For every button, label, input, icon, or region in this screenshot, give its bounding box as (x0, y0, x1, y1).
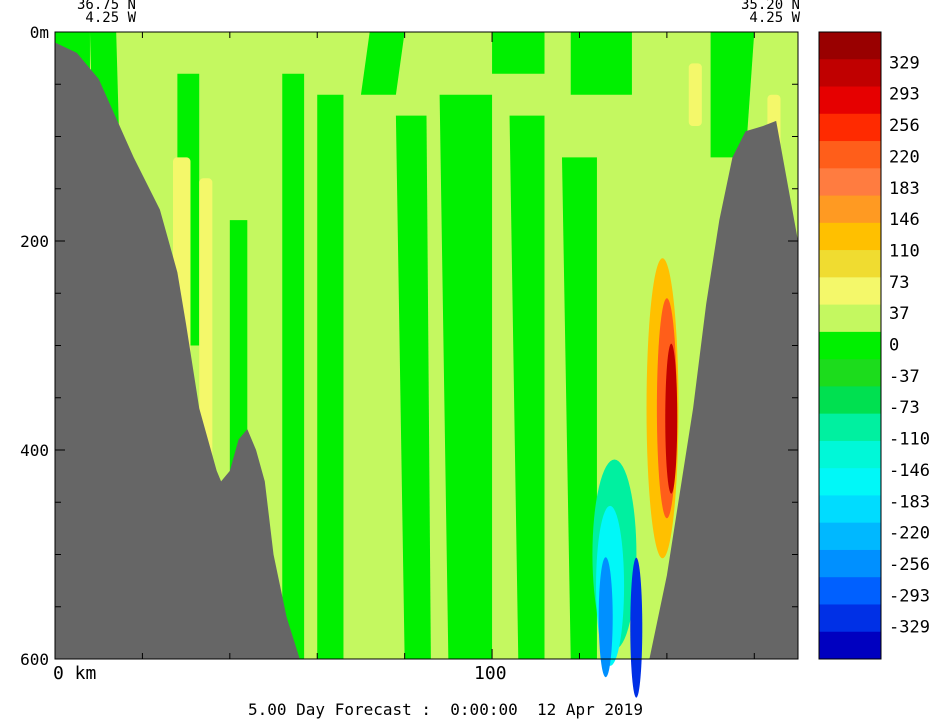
colorbar-label: -110 (889, 430, 930, 450)
colorbar-swatch-13 (819, 386, 881, 415)
plot-area (55, 32, 798, 698)
colorbar-label: 110 (889, 241, 920, 261)
colorbar-label: -183 (889, 492, 930, 512)
colorbar-label: 329 (889, 53, 920, 73)
left-lat-label: 36.75 N (76, 0, 136, 13)
colorbar-label: -37 (889, 367, 920, 387)
colorbar-label: 293 (889, 85, 920, 105)
colorbar-frame (818, 31, 882, 660)
colorbar-label: -220 (889, 524, 930, 544)
green-band-7 (561, 157, 597, 659)
y-tick-label: 0m (30, 23, 49, 42)
colorbar-swatch-5 (819, 168, 881, 197)
x-tick-label: 0 km (53, 663, 96, 684)
colorbar-swatch-4 (819, 141, 881, 169)
y-tick-label: 200 (20, 232, 49, 251)
colorbar-swatch-9 (819, 277, 881, 306)
left-land-mask (55, 42, 300, 659)
colorbar-label: 256 (889, 116, 920, 136)
colorbar-swatch-21 (819, 604, 881, 633)
colorbar-swatch-17 (819, 495, 881, 524)
colorbar-label: 37 (889, 304, 909, 324)
green-band-10 (570, 32, 632, 95)
y-tick-label: 400 (20, 441, 49, 460)
left-lon-label: 4.25 W (85, 10, 136, 26)
colorbar-swatch-15 (819, 440, 881, 469)
colorbar-swatch-8 (819, 250, 881, 278)
colorbar-label: -73 (889, 398, 920, 418)
colorbar-swatch-0 (819, 32, 881, 60)
colorbar-label: -329 (889, 618, 930, 638)
colorbar-swatch-16 (819, 468, 881, 496)
colorbar-label: 146 (889, 210, 920, 230)
colorbar-swatch-2 (819, 86, 881, 115)
colorbar-label: -146 (889, 461, 930, 481)
colorbar-label: 0 (889, 336, 899, 356)
colorbar-label: -293 (889, 586, 930, 606)
y-tick-label: 600 (20, 650, 49, 669)
forecast-caption: 5.00 Day Forecast : 0:00:00 12 Apr 2019 (248, 700, 643, 719)
colorbar-swatch-18 (819, 522, 881, 551)
colorbar-swatch-1 (819, 59, 881, 88)
colorbar-label: 183 (889, 179, 920, 199)
green-band-11 (710, 32, 755, 158)
right-lat-label: 35.20 N (740, 0, 800, 13)
x-tick-label: 100 (474, 663, 507, 684)
colorbar-swatch-7 (819, 222, 881, 251)
colorbar-swatch-6 (819, 195, 881, 224)
yellow-streak-2 (688, 63, 702, 127)
colorbar-swatch-19 (819, 549, 881, 578)
green-band-5 (439, 94, 493, 659)
blue-core (630, 557, 643, 698)
colorbar-swatch-10 (819, 304, 881, 333)
green-band-3 (317, 94, 344, 659)
colorbar-label: 220 (889, 147, 920, 167)
colorbar-swatch-12 (819, 359, 881, 387)
colorbar-swatch-22 (819, 631, 881, 660)
colorbar-swatch-20 (819, 577, 881, 605)
right-lon-label: 4.25 W (749, 10, 800, 26)
colorbar-swatch-11 (819, 331, 881, 360)
green-band-4 (395, 115, 431, 660)
colorbar-swatch-14 (819, 413, 881, 442)
colorbar-label: 73 (889, 273, 909, 293)
green-band-9 (492, 32, 545, 74)
colorbar: 329 293 256 220 183 146 110 73 37 0 -37 -73 -110 -146… (818, 31, 930, 660)
green-band-6 (509, 115, 545, 660)
right-land-mask (649, 120, 798, 659)
green-band-8 (360, 32, 405, 95)
colorbar-swatch-3 (819, 113, 881, 142)
warm-core-inner (665, 343, 678, 494)
green-band-2 (282, 73, 305, 660)
cyan-core-inner (598, 557, 613, 678)
colorbar-label: -256 (889, 555, 930, 575)
